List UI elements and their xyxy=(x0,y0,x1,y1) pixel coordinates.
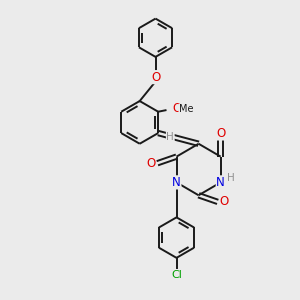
Text: N: N xyxy=(216,176,225,189)
Text: H: H xyxy=(167,132,174,142)
Text: Cl: Cl xyxy=(171,270,182,280)
Text: O: O xyxy=(151,70,160,84)
Text: O: O xyxy=(146,157,155,170)
Text: H: H xyxy=(227,173,235,183)
Text: N: N xyxy=(172,176,181,189)
Text: O: O xyxy=(216,127,225,140)
Text: O: O xyxy=(220,195,229,208)
Text: Me: Me xyxy=(179,104,193,114)
Text: O: O xyxy=(172,102,182,115)
